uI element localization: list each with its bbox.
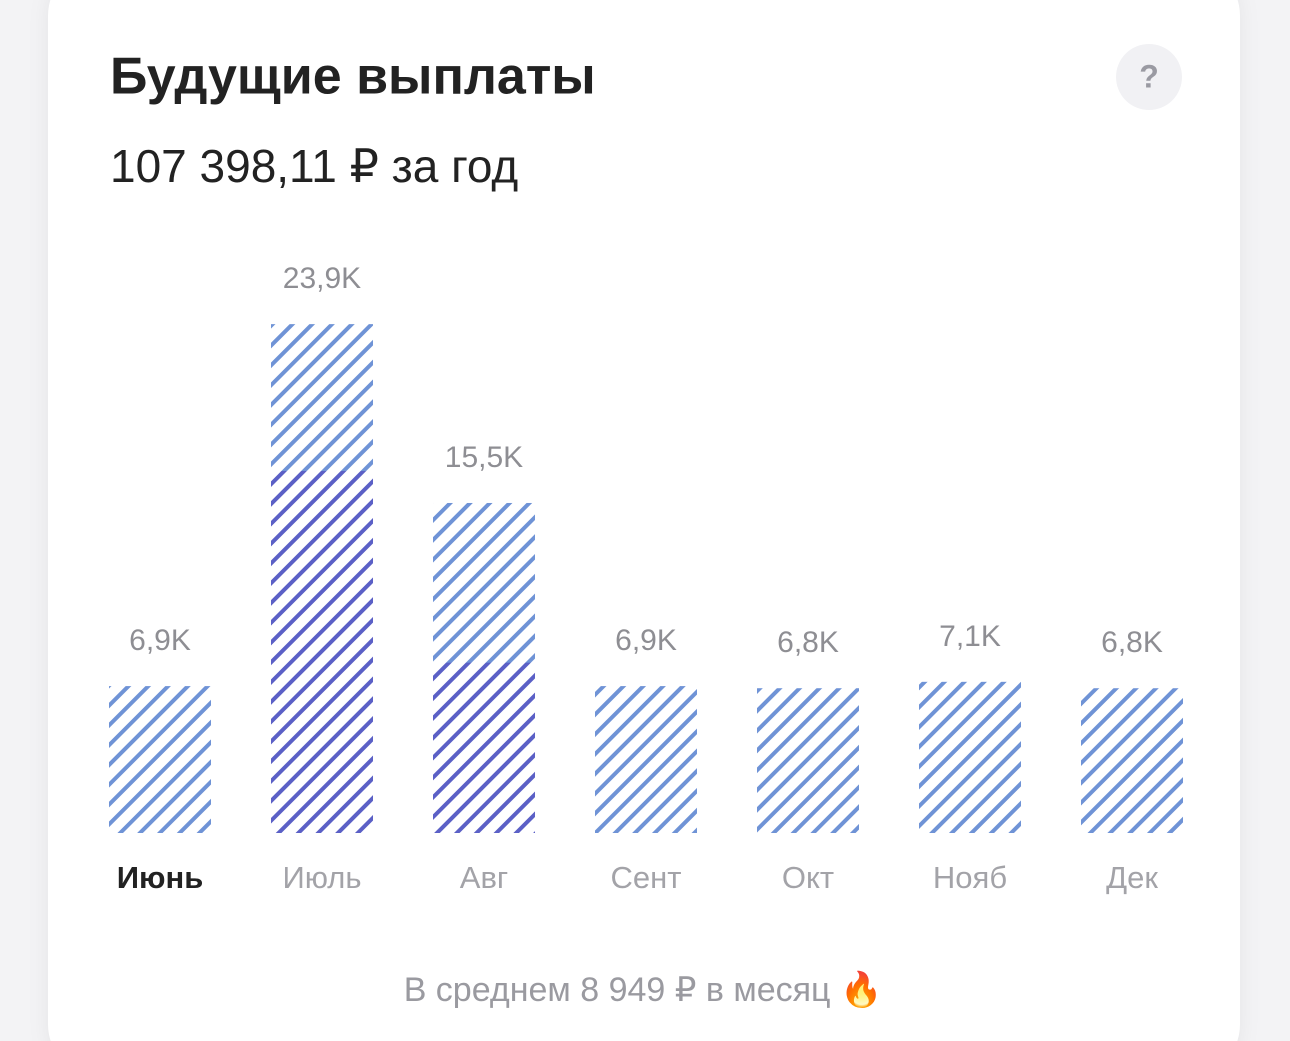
footer: В среднем 8 949 ₽ в месяц 🔥 [404,970,883,1009]
value-label: 6,9K [129,624,191,657]
help-icon[interactable]: ? [1139,58,1159,94]
x-tick-label: Сент [611,860,682,895]
value-label: 23,9K [283,262,361,295]
bar [595,686,697,833]
value-label: 6,8K [777,626,839,659]
bar-segment [433,662,535,833]
value-label: 6,8K [1101,626,1163,659]
bar-segment [271,471,373,833]
x-tick-label: Июнь [117,860,204,895]
help-button[interactable] [1116,44,1182,110]
x-tick-label: Нояб [933,860,1007,895]
value-label: 6,9K [615,624,677,657]
value-label: 15,5K [445,441,523,474]
title: Будущие выплаты [110,48,596,106]
x-tick-label: Июль [282,860,361,895]
x-tick-label: Авг [460,860,508,895]
bar [919,681,1021,833]
bar [109,686,211,833]
bar [1081,688,1183,833]
value-label: 7,1K [939,620,1001,653]
x-tick-label: Окт [782,860,834,895]
subtitle: 107 398,11 ₽ за год [110,140,518,192]
bar [757,688,859,833]
x-tick-label: Дек [1106,860,1158,895]
